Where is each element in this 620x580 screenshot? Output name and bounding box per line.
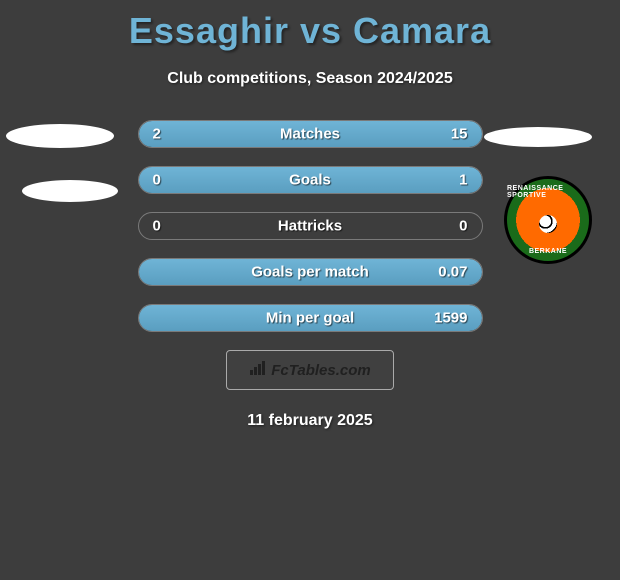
stat-value-right: 0.07 — [438, 264, 467, 281]
watermark-text: FcTables.com — [271, 362, 370, 379]
stat-value-right: 0 — [459, 218, 467, 235]
stat-value-left: 2 — [153, 126, 161, 143]
stat-value-left: 0 — [153, 218, 161, 235]
stat-row: 2 15 Matches — [138, 120, 483, 148]
placeholder-ellipse-3 — [484, 127, 592, 147]
placeholder-ellipse-1 — [6, 124, 114, 148]
stat-row: 0 0 Hattricks — [138, 212, 483, 240]
date-caption: 11 february 2025 — [0, 412, 620, 430]
club-logo-text-top: RENAISSANCE SPORTIVE — [507, 185, 589, 199]
stat-label: Hattricks — [278, 218, 342, 235]
stat-value-right: 1 — [459, 172, 467, 189]
watermark: FcTables.com — [226, 350, 394, 390]
stat-row: 0.07 Goals per match — [138, 258, 483, 286]
stat-label: Matches — [280, 126, 340, 143]
stat-label: Goals per match — [251, 264, 369, 281]
stat-label: Goals — [289, 172, 331, 189]
placeholder-ellipse-2 — [22, 180, 118, 202]
chart-bar-icon — [249, 360, 267, 381]
page-title: Essaghir vs Camara — [0, 0, 620, 52]
stats-container: 2 15 Matches 0 1 Goals 0 0 Hattricks 0.07 Goals pe… — [138, 120, 483, 332]
stat-row: 0 1 Goals — [138, 166, 483, 194]
stat-value-left: 0 — [153, 172, 161, 189]
stat-value-right: 15 — [451, 126, 468, 143]
stat-row: 1599 Min per goal — [138, 304, 483, 332]
stat-label: Min per goal — [266, 310, 354, 327]
stat-value-right: 1599 — [434, 310, 467, 327]
club-logo-text-bottom: BERKANE — [529, 248, 567, 255]
club-logo-berkane: RENAISSANCE SPORTIVE BERKANE — [504, 176, 592, 264]
page-subtitle: Club competitions, Season 2024/2025 — [0, 70, 620, 88]
soccer-ball-icon — [539, 215, 557, 233]
